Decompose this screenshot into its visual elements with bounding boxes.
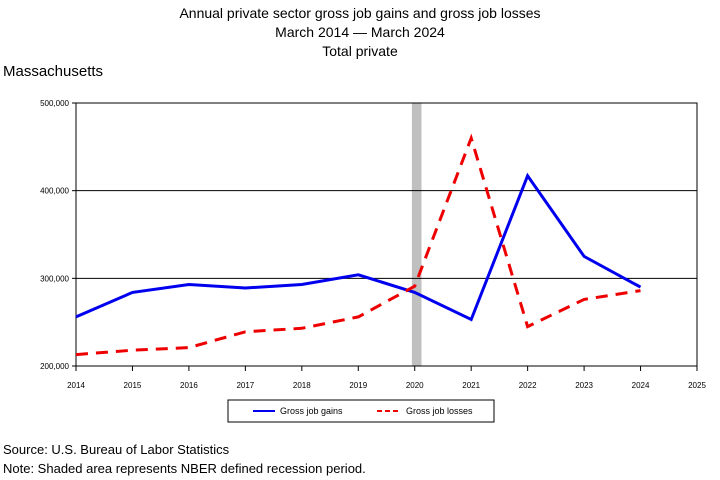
x-tick-label: 2023 bbox=[575, 381, 593, 390]
x-tick-label: 2015 bbox=[124, 381, 142, 390]
plot-frame bbox=[75, 102, 698, 367]
series-layer bbox=[75, 133, 642, 357]
legend: Gross job gains Gross job losses bbox=[227, 399, 495, 423]
legend-box bbox=[227, 399, 495, 423]
series-line-losses bbox=[75, 133, 641, 357]
source-note: Source: U.S. Bureau of Labor Statistics bbox=[3, 442, 230, 457]
region-label: Massachusetts bbox=[3, 63, 104, 80]
x-tick-label: 2018 bbox=[293, 381, 311, 390]
y-tick-label: 400,000 bbox=[40, 187, 69, 196]
y-axis: 200,000 300,000 400,000 500,000 bbox=[40, 99, 76, 371]
x-tick-label: 2024 bbox=[632, 381, 650, 390]
chart-title: Annual private sector gross job gains an… bbox=[179, 5, 541, 21]
x-tick-label: 2016 bbox=[180, 381, 198, 390]
recession-note: Note: Shaded area represents NBER define… bbox=[3, 461, 366, 476]
x-tick-label: 2025 bbox=[688, 381, 706, 390]
y-tick-label: 300,000 bbox=[40, 274, 69, 283]
x-tick-label: 2022 bbox=[519, 381, 537, 390]
x-tick-label: 2019 bbox=[349, 381, 367, 390]
x-tick-label: 2017 bbox=[236, 381, 254, 390]
y-tick-label: 500,000 bbox=[40, 99, 69, 108]
grid-layer bbox=[76, 190, 697, 279]
x-tick-label: 2020 bbox=[406, 381, 424, 390]
x-tick-label: 2014 bbox=[67, 381, 85, 390]
chart-subtitle: Total private bbox=[322, 43, 398, 59]
x-axis: 2014 2015 2016 2017 2018 2019 2020 2021 2022 2023… bbox=[67, 366, 706, 390]
x-tick-label: 2021 bbox=[462, 381, 480, 390]
recession-band-layer bbox=[411, 103, 422, 366]
recession-band bbox=[411, 103, 422, 366]
series-line-gains bbox=[75, 172, 642, 322]
chart-date-range: March 2014 — March 2024 bbox=[275, 24, 445, 40]
legend-label-gains: Gross job gains bbox=[280, 406, 343, 416]
y-tick-label: 200,000 bbox=[40, 362, 69, 371]
legend-label-losses: Gross job losses bbox=[406, 406, 473, 416]
